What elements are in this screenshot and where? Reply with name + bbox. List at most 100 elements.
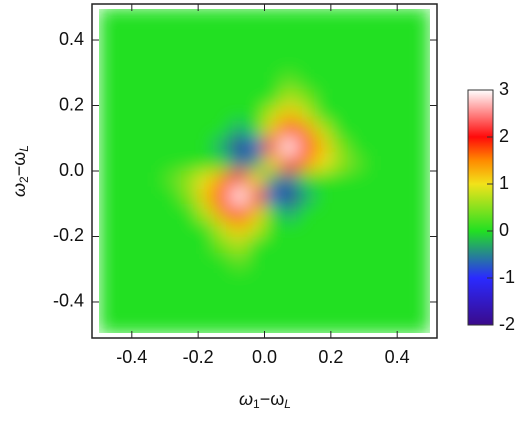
heat-cell <box>247 268 265 286</box>
heat-cell <box>264 236 282 254</box>
heat-cell <box>99 105 116 123</box>
heat-cell <box>313 154 332 172</box>
heat-cell <box>264 72 282 90</box>
heat-cell <box>99 236 116 254</box>
heat-cell <box>197 39 216 57</box>
heat-cell <box>380 236 398 254</box>
heat-cell <box>148 268 166 286</box>
heat-cell <box>297 187 315 205</box>
x-axis-label: ω1−ωL <box>239 389 291 411</box>
heat-cell <box>264 56 282 74</box>
heat-cell <box>363 268 381 286</box>
heat-cell <box>214 39 232 57</box>
heat-cell <box>247 72 265 90</box>
heat-cell <box>347 39 365 57</box>
heat-cell <box>413 9 430 24</box>
heat-cell <box>164 72 182 90</box>
heat-cell <box>114 203 133 221</box>
y-tick-label: -0.4 <box>53 291 84 311</box>
heat-cell <box>396 39 415 57</box>
heat-cell <box>99 72 116 90</box>
heat-cell <box>99 170 116 188</box>
x-tick-label: -0.4 <box>116 347 147 367</box>
heat-cell <box>181 187 199 205</box>
heat-cell <box>413 72 430 90</box>
heat-cell <box>197 252 216 270</box>
heat-cell <box>164 203 182 221</box>
heat-cell <box>114 236 133 254</box>
heat-cell <box>313 285 332 303</box>
heat-cell <box>164 170 182 188</box>
heat-cell <box>280 137 298 155</box>
heat-cell <box>363 137 381 155</box>
heat-cell <box>148 23 166 41</box>
heat-cell <box>363 39 381 57</box>
heat-cell <box>347 203 365 221</box>
heat-cell <box>330 219 348 237</box>
heat-cell <box>231 88 249 106</box>
heat-cell <box>363 301 381 319</box>
heat-cell <box>247 170 265 188</box>
heat-cell <box>197 56 216 74</box>
heat-cell <box>363 121 381 139</box>
heat-cell <box>297 154 315 172</box>
heat-cell <box>231 285 249 303</box>
heat-cell <box>313 39 332 57</box>
heat-cell <box>396 285 415 303</box>
heat-cell <box>247 219 265 237</box>
heat-cell <box>264 170 282 188</box>
heat-cell <box>231 121 249 139</box>
heat-cell <box>247 137 265 155</box>
heat-cell <box>181 285 199 303</box>
heat-cell <box>214 203 232 221</box>
heat-cell <box>280 252 298 270</box>
y-tick-label: 0.4 <box>59 29 84 49</box>
heat-cell <box>413 137 430 155</box>
heat-cell <box>330 9 348 24</box>
heat-cell <box>99 88 116 106</box>
heat-cell <box>131 23 149 41</box>
heat-cell <box>330 137 348 155</box>
heat-cell <box>363 9 381 24</box>
heat-cell <box>264 219 282 237</box>
heat-cell <box>396 252 415 270</box>
heat-cell <box>347 88 365 106</box>
heat-cell <box>330 268 348 286</box>
heat-cell <box>347 236 365 254</box>
heat-cell <box>247 203 265 221</box>
colorbar <box>467 89 494 326</box>
heat-cell <box>181 105 199 123</box>
heat-cell <box>264 268 282 286</box>
heat-cell <box>363 72 381 90</box>
heat-cell <box>396 137 415 155</box>
heat-cell <box>114 23 133 41</box>
heat-cell <box>313 268 332 286</box>
heat-cell <box>347 23 365 41</box>
heat-cell <box>363 23 381 41</box>
heat-cell <box>197 9 216 24</box>
heat-cell <box>313 56 332 74</box>
y-tick-label: -0.2 <box>53 225 84 245</box>
heat-cell <box>347 285 365 303</box>
heatmap <box>99 9 430 333</box>
heat-cell <box>247 301 265 319</box>
heat-cell <box>313 219 332 237</box>
heat-cell <box>197 203 216 221</box>
heat-cell <box>164 301 182 319</box>
heat-cell <box>231 9 249 24</box>
heat-cell <box>413 187 430 205</box>
heat-cell <box>214 23 232 41</box>
heat-cell <box>214 318 232 333</box>
heat-cell <box>396 268 415 286</box>
heat-cell <box>280 9 298 24</box>
heat-cell <box>247 236 265 254</box>
heat-cell <box>181 23 199 41</box>
heat-cell <box>413 219 430 237</box>
heat-cell <box>330 170 348 188</box>
heat-cell <box>164 236 182 254</box>
heat-cell <box>413 170 430 188</box>
heat-cell <box>131 219 149 237</box>
heat-cell <box>264 137 282 155</box>
heat-cell <box>197 105 216 123</box>
heat-cell <box>247 88 265 106</box>
